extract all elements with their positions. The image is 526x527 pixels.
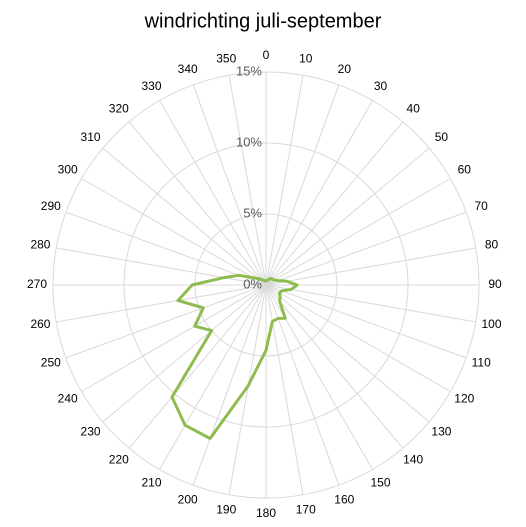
spoke: [192, 84, 267, 286]
spoke: [265, 284, 476, 323]
category-label: 210: [141, 475, 161, 489]
category-label: 110: [472, 355, 491, 369]
category-label: 170: [296, 503, 316, 517]
spoke: [228, 284, 267, 495]
spoke: [65, 211, 267, 286]
category-label: 60: [458, 163, 472, 177]
spoke: [81, 178, 267, 286]
spoke: [265, 284, 467, 359]
category-label: 0: [263, 48, 270, 62]
spoke: [102, 147, 267, 286]
category-label: 320: [109, 102, 129, 116]
spoke: [159, 100, 267, 286]
category-label: 200: [178, 492, 198, 506]
spoke: [265, 100, 373, 286]
category-label: 50: [435, 130, 449, 144]
category-label: 190: [216, 503, 236, 517]
spoke: [265, 247, 476, 286]
category-label: 130: [431, 424, 451, 438]
category-label: 160: [334, 492, 354, 506]
y-tick-label: 15%: [236, 63, 262, 78]
category-label: 230: [81, 424, 101, 438]
category-label: 240: [58, 392, 78, 406]
spoke: [265, 121, 404, 286]
category-label: 70: [475, 199, 489, 213]
spoke: [128, 121, 267, 286]
spoke: [56, 284, 267, 323]
category-label: 120: [454, 392, 474, 406]
category-label: 150: [370, 475, 390, 489]
category-label: 300: [58, 163, 78, 177]
spoke: [128, 284, 267, 449]
category-label: 270: [27, 277, 47, 291]
spoke: [159, 284, 267, 470]
category-label: 140: [403, 453, 423, 467]
y-tick-label: 0%: [243, 276, 262, 291]
spoke: [228, 75, 267, 286]
spoke: [265, 284, 451, 392]
category-label: 30: [374, 79, 388, 93]
y-tick-label: 10%: [236, 134, 262, 149]
chart-title: windrichting juli-september: [144, 10, 382, 32]
category-label: 80: [485, 237, 499, 251]
spoke: [102, 284, 267, 423]
category-label: 220: [109, 453, 129, 467]
category-label: 330: [141, 79, 161, 93]
category-label: 100: [482, 317, 502, 331]
category-label: 350: [216, 52, 236, 66]
spoke: [265, 284, 404, 449]
spoke: [265, 178, 451, 286]
spoke: [265, 147, 430, 286]
category-label: 10: [299, 52, 313, 66]
spoke: [265, 211, 467, 286]
category-label: 90: [488, 277, 502, 291]
spoke: [265, 284, 430, 423]
spoke: [56, 247, 267, 286]
category-label: 40: [407, 102, 421, 116]
spoke: [192, 284, 267, 486]
category-label: 290: [41, 199, 61, 213]
category-label: 180: [256, 506, 276, 520]
spoke: [265, 84, 340, 286]
category-label: 310: [81, 130, 101, 144]
category-label: 280: [30, 237, 50, 251]
category-label: 250: [41, 355, 61, 369]
category-label: 260: [30, 317, 50, 331]
spoke: [265, 75, 304, 286]
spoke: [65, 284, 267, 359]
category-label: 20: [338, 62, 352, 76]
spoke: [81, 284, 267, 392]
category-label: 340: [178, 62, 198, 76]
y-tick-label: 5%: [243, 205, 262, 220]
series-line: [170, 273, 299, 440]
